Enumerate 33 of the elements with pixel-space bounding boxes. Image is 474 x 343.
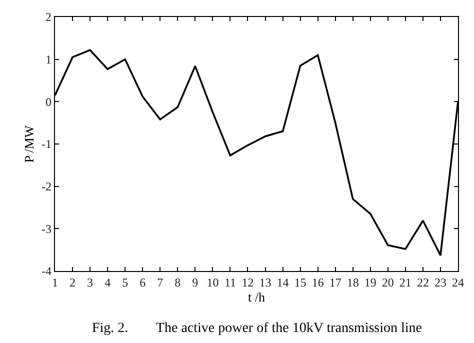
x-tick-label: 17 — [329, 276, 342, 290]
x-tick-label: 8 — [174, 276, 181, 290]
x-tick-label: 2 — [70, 276, 76, 290]
x-tick-label: 6 — [140, 276, 146, 290]
y-tick-label: 0 — [46, 94, 52, 109]
x-tick-label: 13 — [259, 276, 272, 290]
x-tick-label: 23 — [434, 276, 446, 290]
x-tick-label: 21 — [399, 276, 412, 290]
x-tick-label: 20 — [382, 276, 394, 290]
x-axis-title: t /h — [248, 290, 266, 304]
x-tick-label: 12 — [242, 276, 254, 290]
x-tick-label: 18 — [346, 276, 359, 290]
x-tick-label: 3 — [87, 276, 94, 290]
x-tick-label: 19 — [364, 276, 376, 290]
x-tick-label: 9 — [192, 276, 198, 290]
y-tick-label: -2 — [42, 180, 52, 194]
x-tick-label: 15 — [294, 276, 306, 290]
x-tick-label: 11 — [224, 276, 236, 290]
x-tick-label: 10 — [206, 276, 219, 290]
y-tick-label: 2 — [46, 10, 52, 24]
x-tick-label: 24 — [452, 276, 464, 290]
caption: Fig. 2. The active power of the 10kV transmission line — [92, 321, 422, 336]
y-tick-label: -3 — [42, 222, 52, 236]
y-tick-label: -4 — [42, 264, 52, 278]
x-tick-label: 14 — [276, 276, 289, 290]
y-axis-title: P /MW — [21, 124, 36, 163]
y-tick-label: 1 — [46, 52, 52, 67]
x-tick-label: 5 — [122, 276, 128, 290]
y-tick-label: -1 — [42, 137, 52, 152]
x-tick-label: 16 — [312, 276, 324, 290]
x-tick-label: 22 — [416, 276, 429, 290]
x-tick-label: 4 — [104, 276, 111, 290]
x-tick-label: 7 — [157, 276, 164, 290]
